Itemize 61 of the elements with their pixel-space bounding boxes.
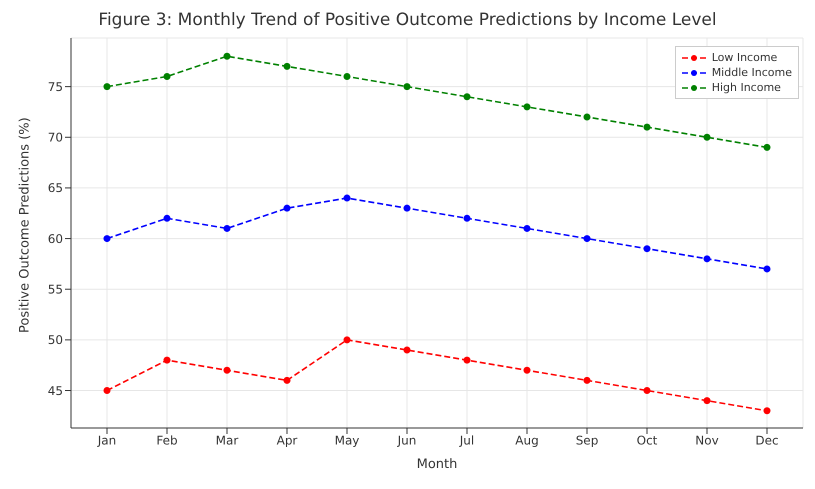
point: [764, 144, 770, 151]
legend-label: Middle Income: [712, 65, 792, 80]
point: [164, 356, 170, 364]
point: [104, 387, 110, 394]
point: [764, 407, 770, 414]
point: [704, 134, 710, 141]
x-tick-label: Jul: [458, 434, 474, 448]
point: [344, 194, 350, 202]
point: [404, 346, 410, 354]
point: [584, 376, 590, 384]
y-tick-label: 60: [48, 232, 63, 246]
x-tick-label: Oct: [636, 434, 658, 448]
point: [344, 72, 350, 80]
point: [644, 245, 650, 252]
point: [464, 93, 470, 100]
legend-label: Low Income: [712, 50, 778, 65]
x-tick-label: Feb: [156, 434, 178, 448]
point: [764, 265, 770, 272]
point: [464, 214, 470, 222]
point: [224, 224, 230, 232]
legend-label: High Income: [712, 80, 781, 95]
point: [284, 62, 290, 70]
point: [644, 124, 650, 131]
point: [524, 224, 530, 232]
x-tick-label: Jun: [396, 434, 416, 448]
y-tick-label: 75: [48, 80, 63, 94]
x-tick-label: Nov: [695, 434, 719, 448]
x-tick-label: Aug: [515, 434, 539, 448]
x-tick-label: Mar: [216, 434, 238, 448]
y-tick-label: 50: [48, 333, 63, 348]
point: [404, 83, 410, 90]
point: [284, 204, 290, 212]
point: [224, 52, 230, 60]
point: [104, 83, 110, 90]
x-tick-label: Apr: [276, 434, 298, 448]
y-tick-label: 45: [48, 384, 63, 398]
x-tick-label: Sep: [576, 434, 598, 448]
x-axis-title: Month: [416, 457, 458, 472]
point: [164, 214, 170, 222]
x-tick-label: Dec: [755, 434, 779, 448]
y-tick-label: 55: [48, 282, 63, 296]
point: [644, 387, 650, 394]
point: [704, 255, 710, 262]
point: [344, 336, 350, 344]
point: [224, 366, 230, 374]
y-tick-label: 70: [48, 130, 63, 145]
x-tick-label: May: [334, 434, 360, 448]
chart-title: Figure 3: Monthly Trend of Positive Outcome Predictions by Income Level: [97, 10, 718, 30]
point: [524, 103, 530, 110]
point: [584, 235, 590, 242]
point: [164, 72, 170, 80]
point: [284, 376, 290, 384]
x-tick-label: Jan: [96, 434, 116, 448]
point: [704, 397, 710, 404]
point: [104, 235, 110, 242]
point: [464, 356, 470, 364]
point: [404, 204, 410, 212]
y-tick-label: 65: [48, 181, 63, 196]
point: [584, 114, 590, 121]
point: [524, 366, 530, 374]
y-axis-title: Positive Outcome Predictions (%): [18, 117, 33, 333]
